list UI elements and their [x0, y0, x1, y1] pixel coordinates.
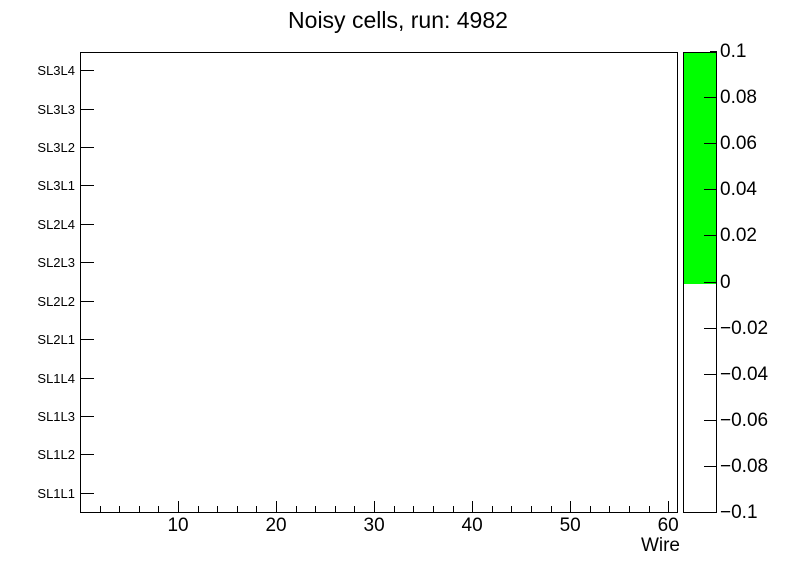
y-axis-tick-label: SL1L3: [37, 408, 75, 424]
y-axis-tick: [81, 70, 94, 72]
x-axis-minor-tick: [198, 506, 199, 513]
x-axis-minor-tick: [335, 506, 336, 513]
y-axis-tick: [81, 377, 94, 379]
x-axis-minor-tick: [413, 506, 414, 513]
x-axis-minor-tick: [237, 506, 238, 513]
color-scale-tick-label: −0.04: [720, 363, 769, 385]
y-axis-tick: [81, 415, 94, 417]
x-axis-minor-tick: [590, 506, 591, 513]
x-axis-minor-tick: [217, 506, 218, 513]
x-axis-minor-tick: [296, 506, 297, 513]
x-axis-minor-tick: [649, 506, 650, 513]
y-axis-tick: [81, 108, 94, 110]
y-axis-tick: [81, 223, 94, 225]
y-axis-tick: [81, 185, 94, 187]
color-scale-tick: [704, 235, 717, 237]
x-axis-major-tick: [668, 501, 669, 513]
x-axis-minor-tick: [315, 506, 316, 513]
x-axis-minor-tick: [629, 506, 630, 513]
y-axis-tick: [81, 454, 94, 456]
x-axis-minor-tick: [100, 506, 101, 513]
x-axis-tick-label: 50: [559, 515, 581, 536]
page-title: Noisy cells, run: 4982: [288, 7, 508, 33]
color-scale-tick: [710, 51, 717, 52]
x-axis-major-tick: [570, 501, 571, 513]
x-axis-tick-label: 60: [657, 515, 679, 536]
x-axis-minor-tick: [492, 506, 493, 513]
color-scale-tick: [704, 465, 717, 467]
color-scale-tick: [704, 189, 717, 191]
y-axis-tick: [81, 300, 94, 302]
y-axis-tick-label: SL1L1: [37, 485, 75, 501]
x-axis-minor-tick: [139, 506, 140, 513]
x-axis-minor-tick: [433, 506, 434, 513]
y-axis-tick-label: SL1L4: [37, 370, 75, 386]
y-axis-tick: [81, 339, 94, 341]
x-axis-tick-label: 10: [167, 515, 189, 536]
color-scale-tick: [704, 327, 717, 329]
y-axis-tick-label: SL3L4: [37, 63, 75, 79]
color-scale-tick: [710, 512, 717, 513]
color-scale-tick-label: −0.02: [720, 317, 769, 339]
y-axis-tick-label: SL2L3: [37, 255, 75, 271]
x-axis-tick-label: 20: [265, 515, 287, 536]
x-axis-major-tick: [472, 501, 473, 513]
color-scale-fill: [684, 53, 716, 284]
color-scale-tick-label: 0.02: [720, 225, 757, 247]
color-scale-tick: [704, 97, 717, 99]
color-scale-tick-label: −0.08: [720, 455, 769, 477]
x-axis-major-tick: [178, 501, 179, 513]
y-axis-tick-label: SL3L3: [37, 101, 75, 117]
x-axis-minor-tick: [453, 506, 454, 513]
y-axis-tick: [81, 262, 94, 264]
color-scale-tick-label: 0.08: [720, 87, 757, 109]
color-scale-tick: [704, 419, 717, 421]
x-axis-tick-label: 40: [461, 515, 483, 536]
color-scale-tick-label: −0.1: [720, 502, 758, 523]
color-scale-tick: [704, 373, 717, 375]
plot-area: [80, 52, 678, 513]
x-axis-minor-tick: [609, 506, 610, 513]
x-axis-title: Wire: [640, 535, 680, 556]
x-axis-minor-tick: [256, 506, 257, 513]
y-axis-tick-label: SL3L2: [37, 140, 75, 156]
x-axis-minor-tick: [354, 506, 355, 513]
y-axis-tick-label: SL2L1: [37, 332, 75, 348]
y-axis-tick-label: SL1L2: [37, 447, 75, 463]
color-scale-tick: [704, 143, 717, 145]
color-scale-tick-label: 0.04: [720, 179, 757, 201]
color-scale-tick-label: 0.1: [720, 41, 747, 62]
y-axis-tick: [81, 492, 94, 494]
x-axis-minor-tick: [158, 506, 159, 513]
color-scale-tick-label: −0.06: [720, 409, 769, 431]
x-axis-minor-tick: [531, 506, 532, 513]
color-scale-tick: [704, 281, 717, 283]
y-axis-tick-label: SL3L1: [37, 178, 75, 194]
x-axis-major-tick: [276, 501, 277, 513]
x-axis-minor-tick: [511, 506, 512, 513]
x-axis-minor-tick: [394, 506, 395, 513]
y-axis-tick-label: SL2L4: [37, 216, 75, 232]
x-axis-tick-label: 30: [363, 515, 385, 536]
y-axis-tick-label: SL2L2: [37, 293, 75, 309]
x-axis-minor-tick: [551, 506, 552, 513]
color-scale-tick-label: 0: [720, 271, 731, 293]
color-scale-bar: [683, 52, 717, 513]
y-axis-tick: [81, 147, 94, 149]
x-axis-major-tick: [374, 501, 375, 513]
x-axis-minor-tick: [119, 506, 120, 513]
color-scale-tick-label: 0.06: [720, 133, 757, 155]
